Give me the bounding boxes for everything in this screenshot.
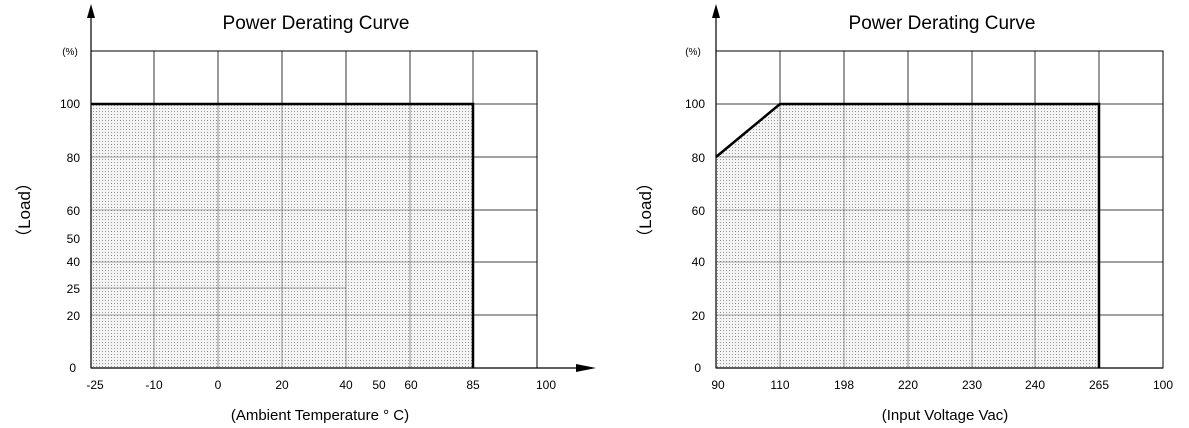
x-tick-label: 265	[1089, 378, 1109, 392]
x-tick-label: 0	[215, 378, 222, 392]
y-axis-arrow	[712, 4, 720, 18]
x-tick-label: 100	[536, 378, 556, 392]
x-tick-label: 90	[711, 378, 725, 392]
y-tick-label: 25	[67, 282, 81, 296]
x-tick-label: 220	[898, 378, 918, 392]
y-tick-label: 20	[67, 309, 81, 323]
y-tick-label: 60	[692, 204, 706, 218]
y-tick-label: 60	[67, 204, 81, 218]
derating-curve	[91, 102, 475, 368]
y-tick-label: 0	[69, 361, 76, 375]
x-tick-label: 40	[339, 378, 353, 392]
y-tick-label: 100	[685, 97, 705, 111]
chart-title: Power Derating Curve	[223, 13, 410, 34]
x-tick-label: 85	[466, 378, 480, 392]
y-tick-label: 80	[67, 151, 81, 165]
x-tick-label: 230	[962, 378, 982, 392]
y-tick-label: 80	[692, 151, 706, 165]
chart-temperature: Power Derating Curve (%) （Load） (Ambient…	[15, 4, 596, 424]
chart-title: Power Derating Curve	[849, 13, 1036, 34]
x-tick-label: 110	[770, 378, 789, 392]
x-axis-arrow	[576, 364, 596, 372]
x-tick-label: 60	[404, 378, 418, 392]
x-tick-label: 50	[372, 378, 386, 392]
y-tick-label: 0	[694, 361, 701, 375]
x-tick-label: -25	[86, 378, 104, 392]
x-tick-label: 20	[275, 378, 289, 392]
inner-grid-over-shade	[91, 104, 473, 368]
y-axis-label: （Load）	[636, 174, 655, 246]
x-tick-label: 198	[834, 378, 854, 392]
y-tick-label: 40	[67, 255, 81, 269]
derating-curve	[715, 102, 1101, 368]
y-unit-label: (%)	[62, 47, 78, 58]
x-tick-label: 100	[1153, 378, 1173, 392]
y-axis-arrow	[87, 4, 95, 18]
shaded-area	[716, 104, 1099, 368]
x-axis-label: (Input Voltage Vac)	[882, 407, 1008, 424]
x-axis-label: (Ambient Temperature ° C)	[231, 407, 409, 424]
x-tick-label: -10	[145, 378, 163, 392]
y-axis-label: （Load）	[15, 174, 34, 246]
y-unit-label: (%)	[685, 47, 701, 58]
y-tick-label: 100	[60, 97, 80, 111]
y-tick-label: 20	[692, 309, 706, 323]
x-tick-label: 240	[1025, 378, 1045, 392]
chart-input-voltage: Power Derating Curve (%) （Load） (Input V…	[636, 4, 1173, 424]
y-tick-label: 40	[692, 255, 706, 269]
inner-grid-over-shade	[716, 104, 1099, 368]
y-tick-label: 50	[67, 232, 81, 246]
